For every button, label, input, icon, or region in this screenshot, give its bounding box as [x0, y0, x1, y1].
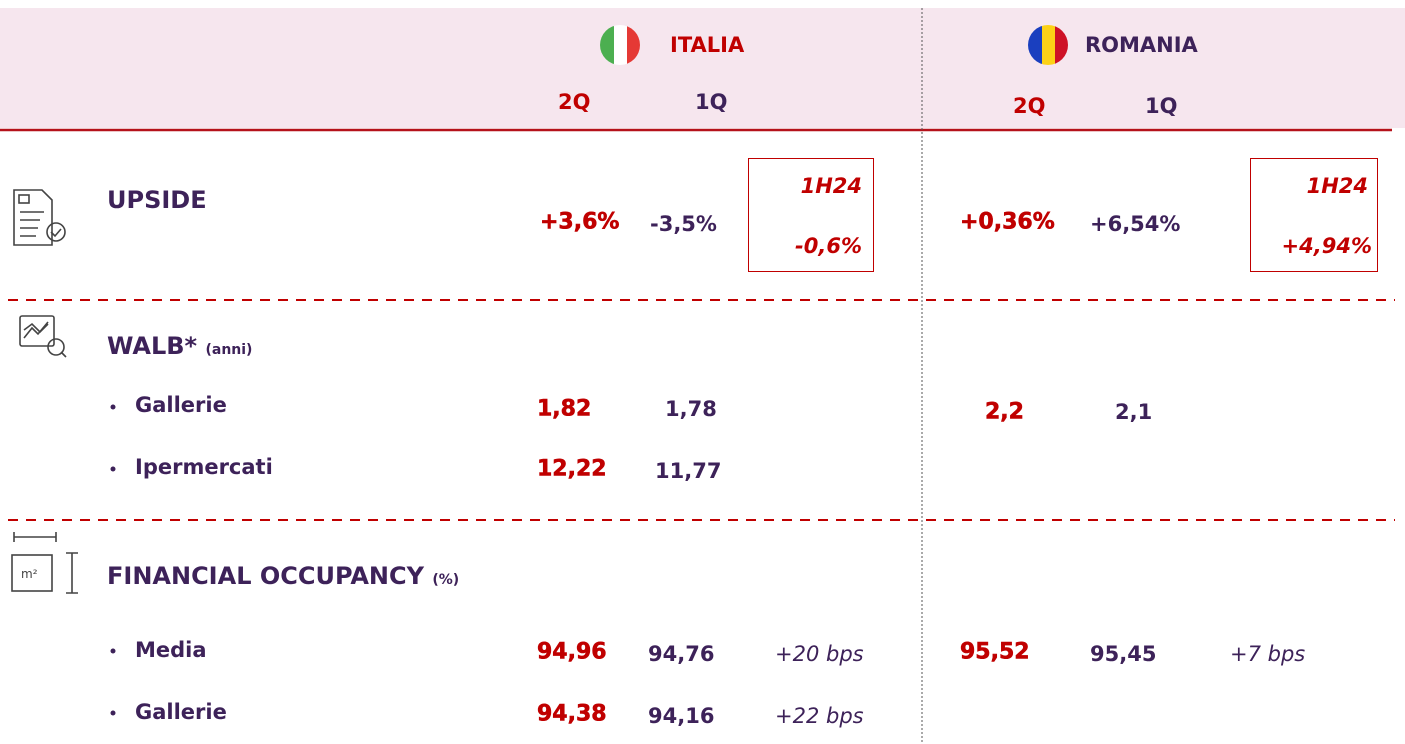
- total-box: [748, 158, 874, 272]
- value: 2,2: [985, 399, 1025, 425]
- row-label: WALB* (anni): [107, 332, 252, 360]
- value: +3,6%: [540, 209, 620, 235]
- value: 94,76: [648, 642, 715, 666]
- item-label: Media: [135, 638, 207, 662]
- italy-flag: [600, 25, 640, 65]
- value: 2,1: [1115, 400, 1153, 424]
- value: 95,52: [960, 639, 1030, 665]
- romania-flag: [1028, 25, 1068, 65]
- row-label: FINANCIAL OCCUPANCY (%): [107, 562, 459, 590]
- header-band: [0, 8, 1405, 128]
- svg-text:m²: m²: [21, 567, 38, 581]
- col-head: 1Q: [695, 90, 728, 114]
- value: 1,82: [537, 396, 592, 422]
- value: 94,38: [537, 701, 607, 727]
- upside-icon: [13, 189, 66, 246]
- row-label: UPSIDE: [107, 186, 207, 214]
- item-label: Gallerie: [135, 393, 227, 417]
- label: WALB*: [107, 332, 198, 360]
- value: +6,54%: [1090, 212, 1181, 236]
- col-head: 2Q: [558, 90, 591, 114]
- value: 95,45: [1090, 642, 1157, 666]
- item-label: Gallerie: [135, 700, 227, 724]
- bullets: [110, 404, 116, 716]
- total-label: 1H24: [800, 174, 862, 198]
- value: 94,16: [648, 704, 715, 728]
- country: ROMANIA: [1085, 33, 1198, 57]
- value: -3,5%: [650, 212, 717, 236]
- value: 94,96: [537, 639, 607, 665]
- country: ITALIA: [670, 33, 745, 57]
- label: FINANCIAL OCCUPANCY: [107, 562, 424, 590]
- col-head: 2Q: [1013, 94, 1046, 118]
- value: 1,78: [665, 397, 717, 421]
- item-label: Ipermercati: [135, 455, 273, 479]
- value: +0,36%: [960, 209, 1055, 235]
- col-head: 1Q: [1145, 94, 1178, 118]
- delta: +20 bps: [775, 642, 864, 666]
- total-value: +4,94%: [1281, 234, 1372, 258]
- unit: (anni): [205, 342, 253, 358]
- walb-icon: [19, 315, 67, 358]
- total-box: [1250, 158, 1378, 272]
- delta: +22 bps: [775, 704, 864, 728]
- delta: +7 bps: [1230, 642, 1306, 666]
- occupancy-icon: m²: [11, 532, 78, 594]
- total-label: 1H24: [1306, 174, 1368, 198]
- value: 11,77: [655, 459, 722, 483]
- unit: (%): [432, 572, 460, 588]
- total-value: -0,6%: [795, 234, 862, 258]
- value: 12,22: [537, 456, 607, 482]
